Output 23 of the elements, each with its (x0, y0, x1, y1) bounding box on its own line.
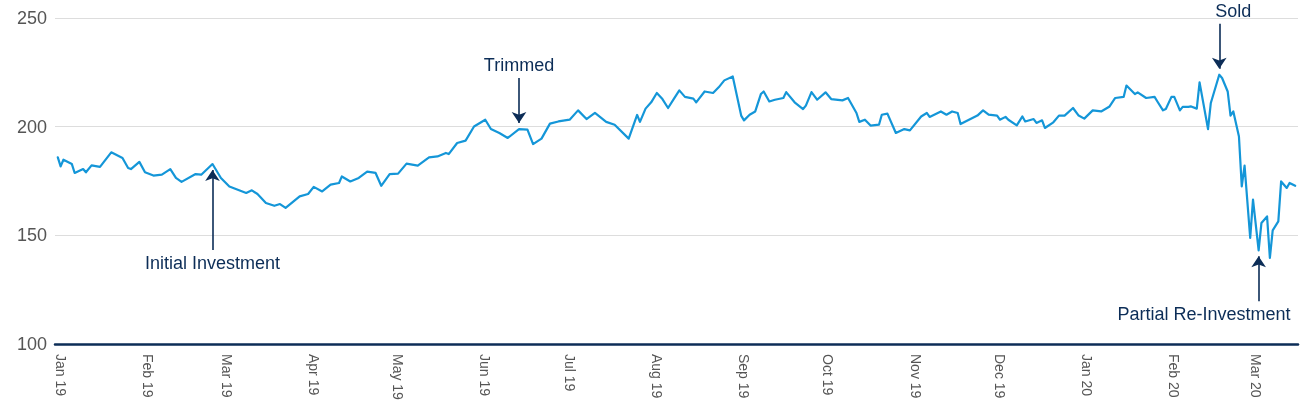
x-tick-label: Jul 19 (561, 354, 578, 392)
x-tick-label: Jan 20 (1079, 354, 1096, 397)
x-tick-label: Mar 20 (1247, 354, 1264, 398)
x-tick-label: Aug 19 (648, 354, 665, 399)
x-tick-label: Nov 19 (907, 354, 924, 399)
annotation: Trimmed (483, 55, 555, 76)
x-tick-label: Sep 19 (735, 354, 752, 399)
x-tick-label: Oct 19 (820, 354, 837, 396)
x-tick-label: Jun 19 (477, 354, 494, 397)
y-tick-label: 150 (16, 225, 47, 246)
x-tick-label: May 19 (390, 354, 407, 401)
annotation: Initial Investment (144, 253, 281, 274)
annotation: Sold (1215, 0, 1252, 21)
x-tick-label: Jan 19 (52, 354, 69, 397)
x-tick-label: Apr 19 (305, 354, 322, 396)
y-tick-label: 100 (16, 334, 47, 354)
y-tick-label: 250 (16, 8, 47, 28)
x-tick-label: Dec 19 (991, 354, 1008, 399)
x-tick-label: Mar 19 (218, 354, 235, 398)
x-tick-label: Feb 19 (139, 354, 156, 398)
annotation: Partial Re-Investment (1117, 304, 1291, 325)
y-tick-label: 200 (16, 116, 47, 137)
x-tick-label: Feb 20 (1166, 354, 1183, 398)
